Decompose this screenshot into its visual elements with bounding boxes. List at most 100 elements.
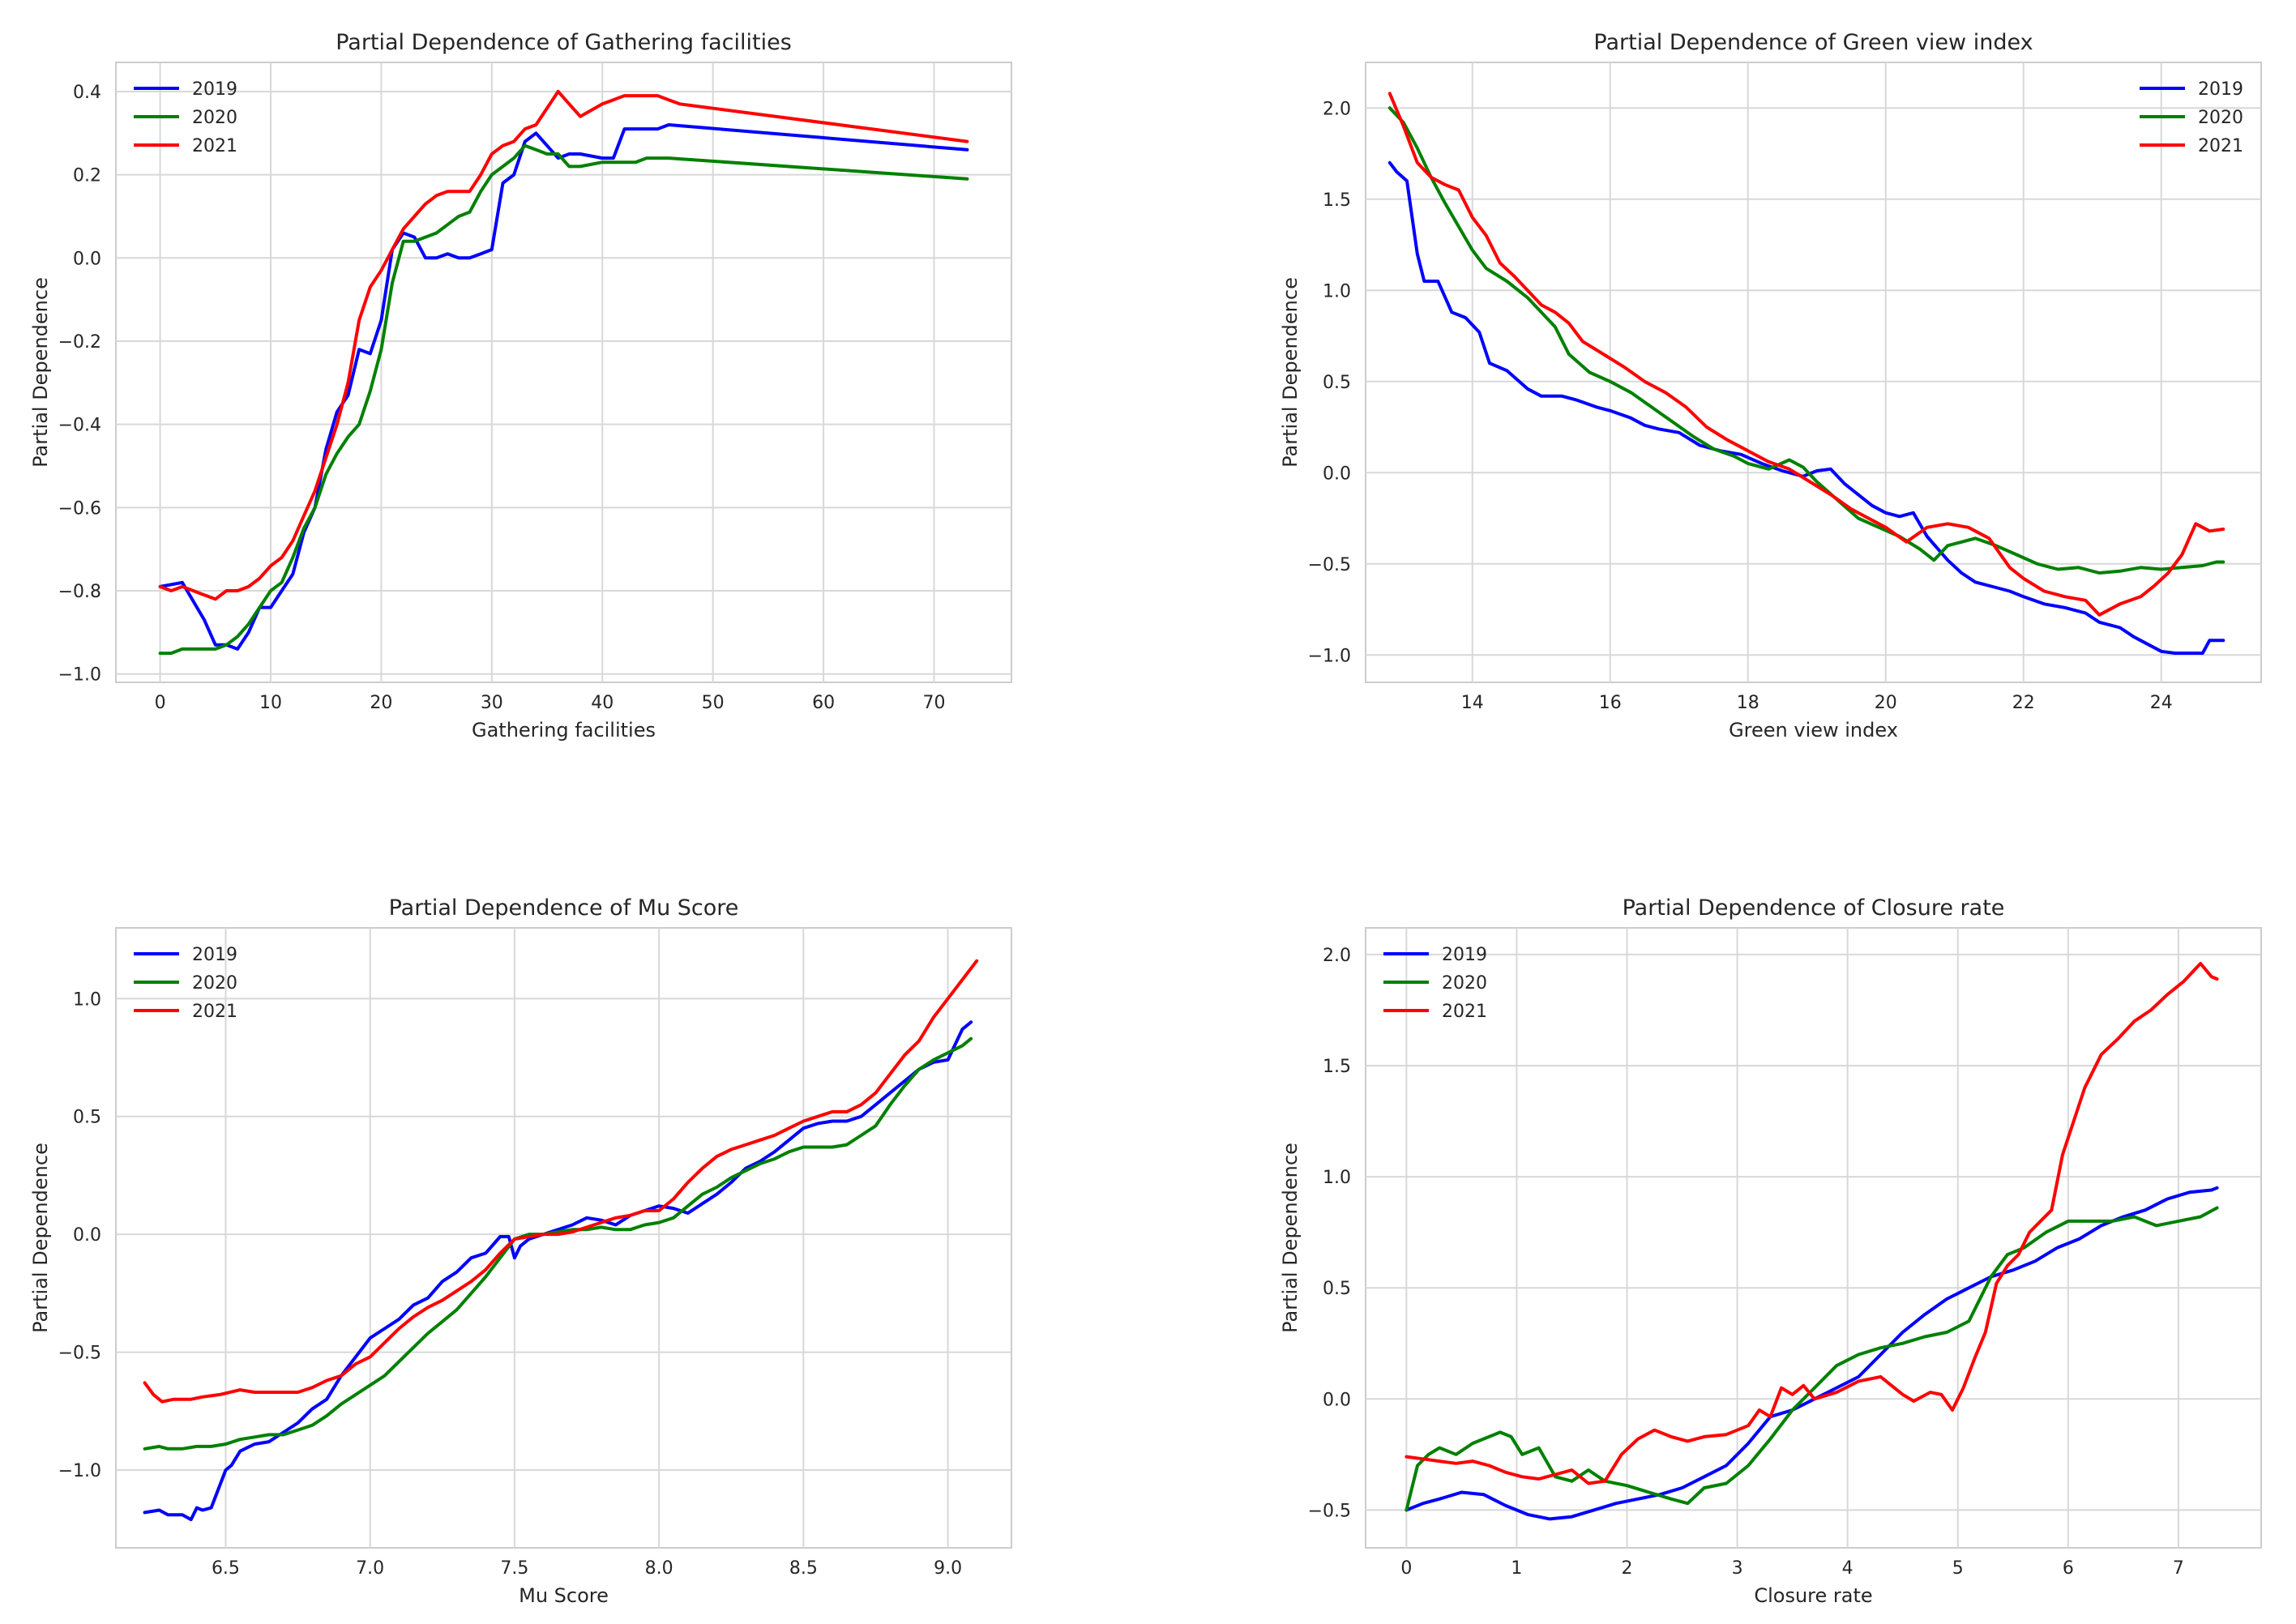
plot-area: [115, 62, 1012, 683]
y-tick-label: −1.0: [58, 665, 101, 686]
x-axis-label: Mu Score: [519, 1584, 609, 1607]
legend-label-2020: 2020: [192, 973, 237, 994]
x-tick-label: 8.0: [645, 1558, 673, 1579]
plot-area: [1365, 927, 2262, 1549]
y-tick-label: −0.6: [58, 498, 101, 519]
y-tick-label: −0.8: [58, 582, 101, 602]
x-tick-label: 7: [2173, 1558, 2184, 1579]
legend-label-2020: 2020: [1442, 973, 1487, 994]
legend-label-2019: 2019: [2198, 79, 2243, 100]
x-tick-label: 0: [1400, 1558, 1412, 1579]
chart-title: Partial Dependence of Gathering faciliti…: [336, 30, 792, 55]
x-tick-label: 24: [2150, 693, 2173, 713]
x-tick-label: 20: [1875, 693, 1897, 713]
x-tick-label: 50: [702, 693, 725, 713]
y-tick-label: 1.5: [1323, 190, 1351, 211]
y-tick-label: 1.0: [73, 989, 101, 1010]
x-tick-label: 20: [370, 693, 392, 713]
y-tick-label: 0.4: [73, 83, 101, 103]
y-tick-label: −0.2: [58, 332, 101, 353]
x-tick-label: 60: [812, 693, 835, 713]
x-tick-label: 16: [1599, 693, 1622, 713]
chart-title: Partial Dependence of Closure rate: [1623, 895, 2005, 921]
x-axis-label: Gathering facilities: [472, 719, 656, 741]
y-tick-label: −1.0: [58, 1461, 101, 1481]
x-axis-label: Closure rate: [1754, 1584, 1872, 1607]
series-line-2021: [1387, 92, 2225, 617]
x-tick-label: 7.0: [356, 1558, 384, 1579]
legend-label-2019: 2019: [192, 945, 237, 965]
y-tick-label: −1.0: [1308, 646, 1351, 666]
series-line-2020: [1405, 1206, 2219, 1512]
y-tick-label: 2.0: [1323, 946, 1351, 966]
y-tick-label: 1.0: [1323, 1168, 1351, 1188]
y-tick-label: 0.0: [1323, 1390, 1351, 1410]
x-axis-label: Green view index: [1729, 719, 1898, 741]
y-tick-label: 0.0: [73, 249, 101, 269]
x-tick-label: 40: [591, 693, 614, 713]
legend-label-2020: 2020: [2198, 108, 2243, 128]
y-tick-label: 0.5: [73, 1108, 101, 1128]
series-line-2021: [143, 959, 979, 1404]
x-tick-label: 4: [1842, 1558, 1853, 1579]
x-tick-label: 70: [923, 693, 946, 713]
series-line-2021: [158, 89, 969, 601]
legend: 2019 2020 2021: [1383, 945, 1487, 1022]
chart-panel-gathering-facilities: 0 10 20 30 40 50 60 70 −1.0 −0.8 −0.6 −0.4 −0.2 0.0 0.…: [29, 30, 1012, 741]
y-tick-label: −0.5: [58, 1344, 101, 1364]
y-tick-label: 0.2: [73, 166, 101, 186]
legend-label-2021: 2021: [1442, 1002, 1487, 1022]
x-tick-label: 0: [155, 693, 166, 713]
x-tick-label: 30: [481, 693, 503, 713]
x-tick-label: 6: [2063, 1558, 2074, 1579]
y-tick-label: 2.0: [1323, 99, 1351, 119]
plot-area: [1365, 62, 2262, 683]
chart-panel-green-view-index: 14 16 18 20 22 24 −1.0 −0.5 0.0 0.5 1.0 1.5 2.0 Parti…: [1279, 30, 2262, 741]
x-tick-label: 22: [2012, 693, 2035, 713]
x-tick-label: 6.5: [212, 1558, 240, 1579]
y-tick-label: 1.5: [1323, 1057, 1351, 1077]
series-line-2021: [1405, 961, 2219, 1485]
legend-label-2020: 2020: [192, 108, 237, 128]
chart-panel-closure-rate: 0 1 2 3 4 5 6 7 −0.5 0.0 0.5 1.0 1.5 2.0 Partial Depen…: [1279, 895, 2262, 1607]
legend-label-2021: 2021: [2198, 136, 2243, 156]
y-tick-label: 1.0: [1323, 281, 1351, 301]
y-tick-label: 0.0: [73, 1225, 101, 1246]
series-line-2020: [1387, 106, 2225, 575]
series-line-2019: [1387, 160, 2225, 655]
legend-label-2021: 2021: [192, 136, 237, 156]
x-tick-label: 18: [1737, 693, 1759, 713]
x-tick-label: 7.5: [500, 1558, 528, 1579]
y-tick-label: 0.0: [1323, 464, 1351, 484]
y-axis-label: Partial Dependence: [29, 277, 52, 468]
y-tick-label: −0.4: [58, 416, 101, 436]
legend: 2019 2020 2021: [134, 945, 237, 1022]
series-line-2019: [143, 1020, 973, 1522]
legend-label-2021: 2021: [192, 1002, 237, 1022]
x-tick-label: 5: [1952, 1558, 1964, 1579]
legend-label-2019: 2019: [1442, 945, 1487, 965]
y-axis-label: Partial Dependence: [1279, 277, 1302, 468]
x-tick-label: 9.0: [934, 1558, 962, 1579]
x-tick-label: 8.5: [789, 1558, 818, 1579]
x-tick-label: 2: [1622, 1558, 1633, 1579]
x-tick-label: 3: [1732, 1558, 1743, 1579]
x-tick-label: 1: [1511, 1558, 1522, 1579]
x-tick-label: 14: [1461, 693, 1484, 713]
y-axis-label: Partial Dependence: [1279, 1143, 1302, 1333]
chart-title: Partial Dependence of Mu Score: [389, 895, 739, 921]
series-line-2019: [158, 123, 969, 651]
x-tick-label: 10: [259, 693, 282, 713]
y-tick-label: 0.5: [1323, 1279, 1351, 1299]
legend: 2019 2020 2021: [134, 79, 237, 156]
y-tick-label: −0.5: [1308, 555, 1351, 575]
chart-panel-mu-score: 6.5 7.0 7.5 8.0 8.5 9.0 −1.0 −0.5 0.0 0.5 1.0 Parti…: [29, 895, 1012, 1607]
plot-area: [115, 927, 1012, 1549]
y-tick-label: −0.5: [1308, 1501, 1351, 1521]
y-axis-label: Partial Dependence: [29, 1143, 52, 1333]
series-line-2020: [158, 143, 969, 656]
series-line-2020: [143, 1036, 973, 1451]
legend-label-2019: 2019: [192, 79, 237, 100]
chart-title: Partial Dependence of Green view index: [1593, 30, 2033, 55]
